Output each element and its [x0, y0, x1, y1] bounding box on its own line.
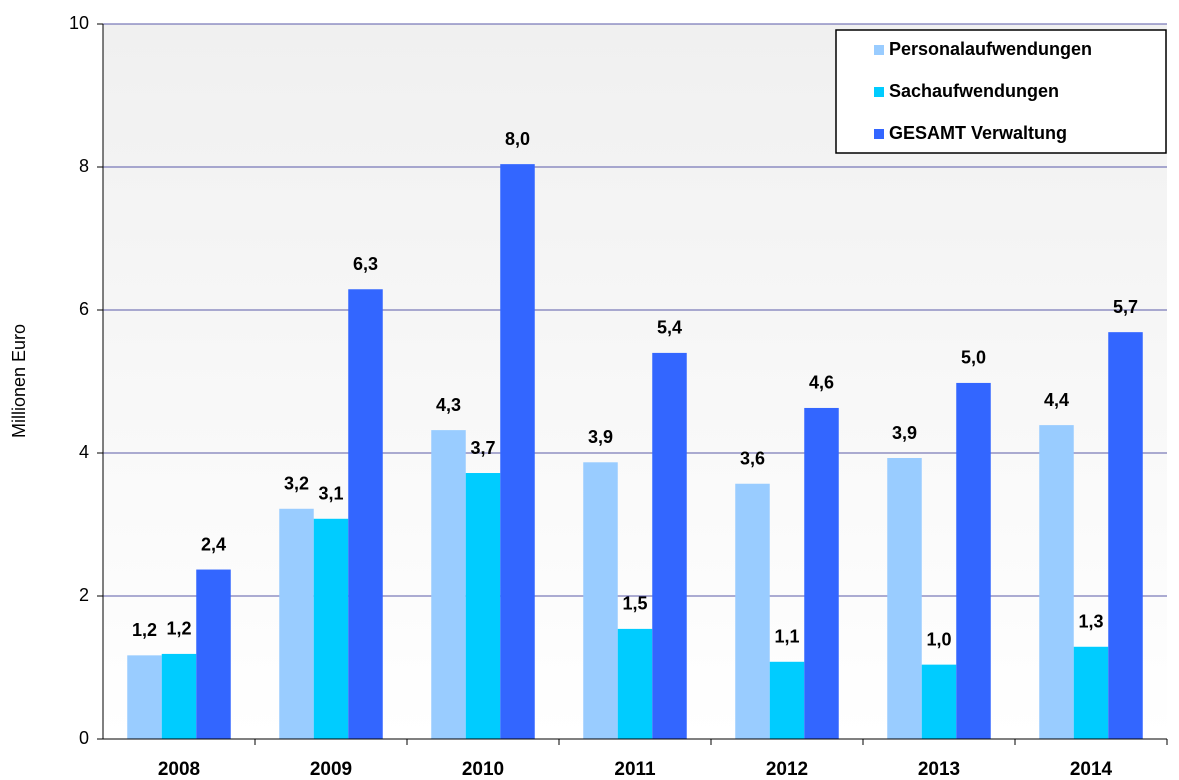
- bar: [735, 483, 770, 739]
- bar: [313, 518, 349, 739]
- y-tick-label: 6: [79, 299, 89, 319]
- y-tick-label: 10: [69, 13, 89, 33]
- legend-label: Sachaufwendungen: [889, 81, 1059, 101]
- bar: [279, 508, 314, 739]
- value-label: 3,1: [318, 484, 343, 504]
- bar: [127, 655, 162, 739]
- value-label: 5,0: [961, 348, 986, 368]
- bar: [887, 458, 922, 739]
- value-label: 8,0: [505, 129, 530, 149]
- value-label: 3,7: [470, 438, 495, 458]
- y-tick-label: 2: [79, 585, 89, 605]
- y-tick-label: 0: [79, 728, 89, 748]
- x-tick-label: 2014: [1070, 759, 1113, 780]
- x-tick-label: 2012: [766, 759, 808, 780]
- y-tick-label: 8: [79, 156, 89, 176]
- bar: [161, 653, 197, 739]
- value-label: 5,7: [1113, 297, 1138, 317]
- value-label: 1,2: [132, 620, 157, 640]
- x-tick-label: 2009: [310, 759, 352, 780]
- legend-swatch: [874, 129, 884, 139]
- bar: [465, 473, 501, 739]
- value-label: 1,0: [926, 629, 951, 649]
- bar: [652, 352, 687, 739]
- legend-swatch: [874, 87, 884, 97]
- value-label: 3,9: [892, 423, 917, 443]
- legend-label: GESAMT Verwaltung: [889, 123, 1067, 143]
- value-label: 1,1: [774, 627, 799, 647]
- bar: [956, 382, 991, 739]
- value-label: 2,4: [201, 534, 226, 554]
- bar: [583, 462, 618, 739]
- y-tick-label: 4: [79, 442, 89, 462]
- value-label: 6,3: [353, 254, 378, 274]
- x-tick-label: 2013: [918, 759, 960, 780]
- bar: [617, 628, 653, 739]
- y-axis-title: Millionen Euro: [9, 324, 29, 438]
- legend-box: [835, 29, 1167, 154]
- bar: [500, 164, 535, 739]
- bar: [1073, 646, 1109, 739]
- value-label: 1,3: [1078, 612, 1103, 632]
- bar: [1108, 332, 1143, 739]
- x-tick-label: 2011: [614, 759, 656, 780]
- value-label: 3,9: [588, 427, 613, 447]
- value-label: 4,3: [436, 395, 461, 415]
- value-label: 1,5: [622, 594, 647, 614]
- value-label: 3,6: [740, 448, 765, 468]
- value-label: 3,2: [284, 474, 309, 494]
- x-tick-label: 2010: [462, 759, 504, 780]
- legend-label: Personalaufwendungen: [889, 39, 1092, 59]
- bar: [1039, 425, 1074, 739]
- bar: [804, 407, 839, 739]
- legend-swatch: [874, 45, 884, 55]
- value-label: 1,2: [166, 619, 191, 639]
- value-label: 5,4: [657, 318, 682, 338]
- bar: [921, 664, 957, 739]
- bar: [431, 430, 466, 739]
- x-tick-label: 2008: [158, 759, 200, 780]
- bar: [769, 661, 805, 739]
- bar: [196, 569, 231, 739]
- value-label: 4,6: [809, 373, 834, 393]
- value-label: 4,4: [1044, 390, 1069, 410]
- bar: [348, 289, 383, 739]
